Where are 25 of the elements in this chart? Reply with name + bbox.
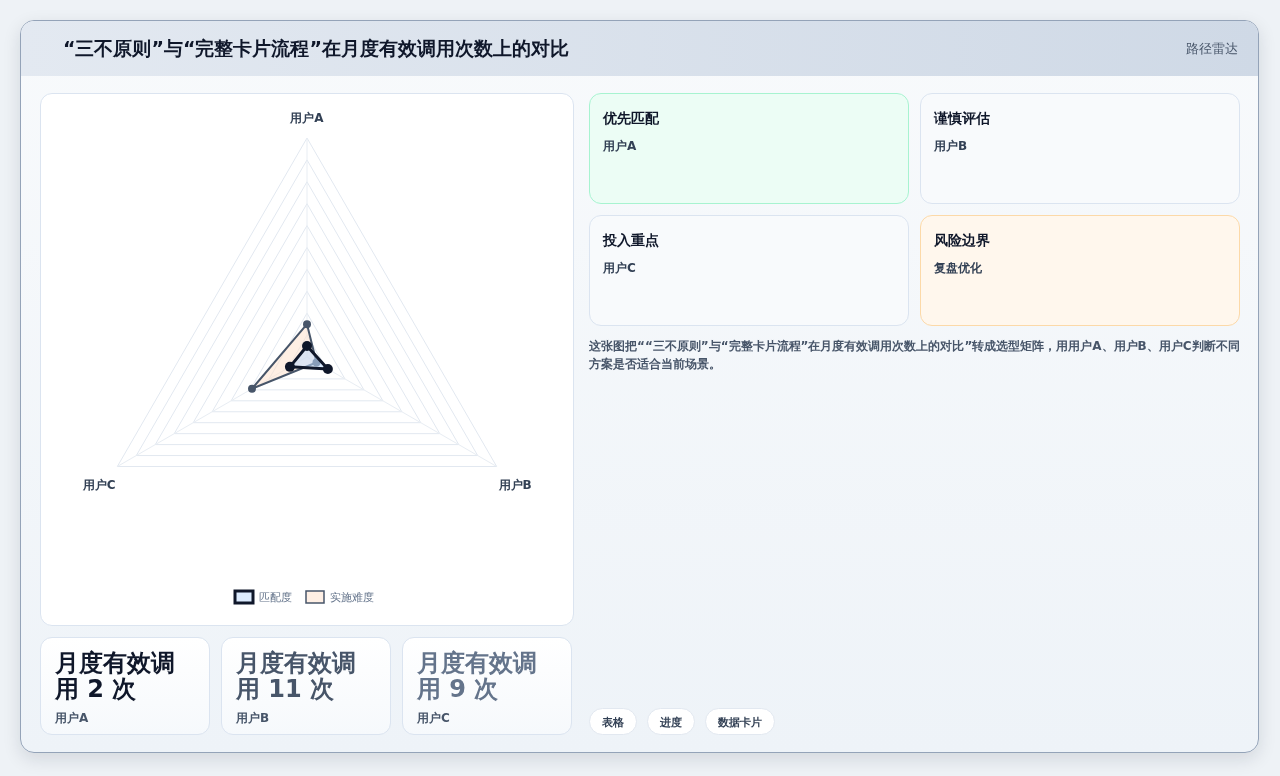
text: 月度有效调用 9 次 xyxy=(417,649,537,703)
text: 风险边界 xyxy=(934,232,990,250)
text: 用户C xyxy=(603,260,636,277)
category-label: 用户B xyxy=(236,710,270,727)
category-label: 用户C xyxy=(417,710,450,727)
text: 这张图把““三不原则”与“完整卡片流程”在月度有效调用次数上的对比”转成选型矩阵，用用户A、用户B、用户C判断不同方案是否适合当前场景。 xyxy=(589,338,1241,373)
text: 表格 xyxy=(589,708,637,735)
text: 月度有效调用 2 次 xyxy=(55,649,175,703)
text: 用户A xyxy=(603,138,637,155)
text: 进度 xyxy=(647,708,695,735)
text: 复盘优化 xyxy=(934,260,982,277)
spoke-label: 用户B xyxy=(497,477,532,492)
text: 投入重点 xyxy=(603,232,659,250)
text: 用户B xyxy=(934,138,968,155)
text: 路径雷达 xyxy=(1186,40,1238,58)
text: 谨慎评估 xyxy=(934,110,990,128)
text: 优先匹配 xyxy=(603,110,659,128)
spoke-label: 用户C xyxy=(81,477,116,492)
legend-label: 匹配度 xyxy=(259,591,292,604)
text: 月度有效调用 11 次 xyxy=(236,649,356,703)
legend-label: 实施难度 xyxy=(330,591,374,604)
category-label: 用户A xyxy=(55,710,89,727)
text: 数据卡片 xyxy=(705,708,775,735)
chart-title: “三不原则”与“完整卡片流程”在月度有效调用次数上的对比 xyxy=(63,36,569,61)
spoke-label: 用户A xyxy=(289,111,325,125)
